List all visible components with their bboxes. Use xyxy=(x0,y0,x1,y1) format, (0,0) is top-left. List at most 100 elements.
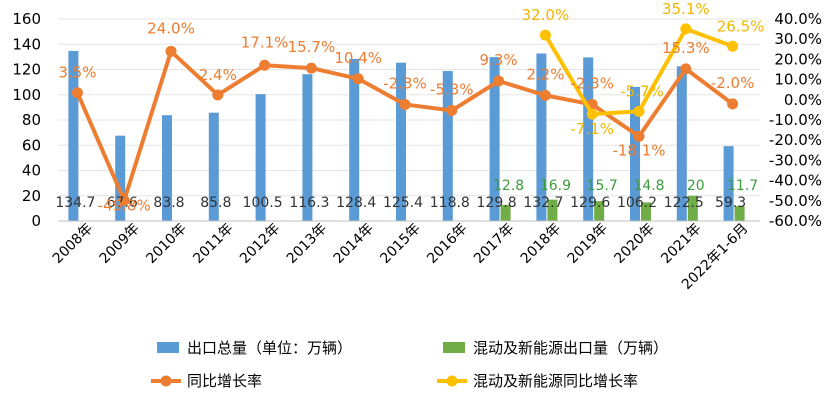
data-label-total: 128.4 xyxy=(336,195,376,211)
data-label-growth: 3.5% xyxy=(58,64,96,82)
y-tick-label: 100 xyxy=(12,86,41,104)
growth-point xyxy=(680,63,692,75)
data-label-total: 129.8 xyxy=(477,195,517,211)
growth-point xyxy=(259,59,271,71)
data-label-growth: -2.3% xyxy=(383,74,427,92)
labels-layer: 134.7 67.6 83.8 85.8 100.5 116.3 128.4 125.4 118… xyxy=(55,0,764,214)
growth-point xyxy=(539,89,551,101)
data-label-growth: 9.3% xyxy=(480,51,518,69)
data-label-nev-growth: -5.7% xyxy=(620,82,664,100)
y2-tick-label: -10.0% xyxy=(769,111,822,129)
y-tick-label: 80 xyxy=(22,111,41,129)
bar-total-exports xyxy=(115,135,126,221)
y2-tick-label: 40.0% xyxy=(774,10,822,28)
data-label-growth: 24.0% xyxy=(147,19,195,37)
y2-tick-label: -60.0% xyxy=(769,212,822,230)
nev-growth-point xyxy=(633,105,645,117)
growth-point xyxy=(118,194,130,206)
data-label-growth: -5.3% xyxy=(430,81,474,99)
nev-growth-point xyxy=(586,108,598,120)
grid-layer xyxy=(58,18,760,222)
data-label-growth: -18.1% xyxy=(612,141,665,159)
y2-tick-label: -50.0% xyxy=(769,192,822,210)
data-label-total: 125.4 xyxy=(383,195,423,211)
data-label-growth: -2.0% xyxy=(711,74,755,92)
bar-nev-exports xyxy=(687,195,698,221)
x-tick-label: 2020年 xyxy=(611,221,657,267)
data-label-nev-growth: 26.5% xyxy=(717,17,765,35)
data-label-nev-growth: 35.1% xyxy=(662,0,710,18)
legend-label: 同比增长率 xyxy=(187,372,262,390)
data-label-nev: 20 xyxy=(687,178,705,194)
data-label-total: 59.3 xyxy=(715,195,746,211)
growth-point xyxy=(493,75,505,87)
x-tick-label: 2011年 xyxy=(190,221,236,267)
bar-nev-exports xyxy=(547,199,558,221)
growth-point xyxy=(633,130,645,142)
y-tick-label: 40 xyxy=(22,162,41,180)
growth-point xyxy=(212,89,224,101)
legend-label: 混动及新能源出口量（万辆） xyxy=(473,339,668,357)
x-tick-label: 2009年 xyxy=(97,221,143,267)
y-tick-label: 160 xyxy=(12,10,41,28)
data-label-total: 116.3 xyxy=(289,195,329,211)
bar-total-exports xyxy=(489,57,500,221)
data-label-growth: 15.3% xyxy=(662,39,710,57)
growth-point xyxy=(305,62,317,74)
data-label-growth: 2.2% xyxy=(526,65,564,83)
y2-tick-label: 0.0% xyxy=(784,91,822,109)
bar-total-exports xyxy=(302,74,313,221)
x-tick-label: 2019年 xyxy=(565,221,611,267)
data-label-nev: 14.8 xyxy=(633,178,664,194)
legend-label: 出口总量（单位：万辆） xyxy=(187,339,352,357)
bar-nev-exports xyxy=(500,204,511,221)
bar-total-exports xyxy=(630,86,640,221)
legend-label: 混动及新能源同比增长率 xyxy=(473,372,638,390)
growth-point xyxy=(399,98,411,110)
y-tick-label: 140 xyxy=(12,35,41,53)
x-tick-label: 2014年 xyxy=(331,221,377,267)
nev-growth-point xyxy=(539,29,551,41)
x-tick-label: 2008年 xyxy=(50,221,96,267)
data-label-growth: -2.3% xyxy=(570,74,614,92)
nev-growth-point xyxy=(680,23,692,35)
data-label-growth: 15.7% xyxy=(288,38,336,56)
data-label-nev: 11.7 xyxy=(727,178,758,194)
data-label-growth: 17.1% xyxy=(241,33,289,51)
y-tick-label: 20 xyxy=(22,187,41,205)
nev-growth-point xyxy=(727,40,739,52)
y-tick-label: 60 xyxy=(22,136,41,154)
y2-tick-label: 20.0% xyxy=(774,50,822,68)
data-label-total: 134.7 xyxy=(55,195,95,211)
x-tick-label: 2016年 xyxy=(424,221,470,267)
y2-tick-label: -20.0% xyxy=(769,131,822,149)
y2-tick-label: 30.0% xyxy=(774,30,822,48)
data-label-nev-growth: 32.0% xyxy=(522,6,570,24)
bar-total-exports xyxy=(536,53,547,222)
legend-swatch-marker xyxy=(160,375,172,387)
legend-swatch-marker xyxy=(446,375,458,387)
data-label-nev: 16.9 xyxy=(540,178,571,194)
growth-point xyxy=(727,98,739,110)
data-label-nev: 12.8 xyxy=(493,178,524,194)
x-tick-label: 2012年 xyxy=(237,221,283,267)
bar-nev-exports xyxy=(734,206,745,221)
bar-total-exports xyxy=(442,71,453,221)
x-tick-label: 2018年 xyxy=(518,221,564,267)
x-tick-label: 2010年 xyxy=(143,221,189,267)
growth-point xyxy=(165,45,177,57)
data-label-total: 118.8 xyxy=(430,195,470,211)
legend: 出口总量（单位：万辆） 混动及新能源出口量（万辆） 同比增长率 混动及新能源同比增长率 xyxy=(151,339,668,390)
x-tick-label: 2015年 xyxy=(377,221,423,267)
data-label-total: 83.8 xyxy=(153,195,184,211)
data-label-nev: 15.7 xyxy=(587,178,618,194)
y2-tick-label: -30.0% xyxy=(769,151,822,169)
y-tick-label: 0 xyxy=(31,212,41,230)
x-tick-label: 2021年 xyxy=(658,221,704,267)
data-label-nev-growth: -7.1% xyxy=(570,120,614,138)
data-label-growth: -49.8% xyxy=(98,196,151,214)
legend-swatch xyxy=(443,342,465,353)
y-tick-label: 120 xyxy=(12,61,41,79)
data-label-total: 106.2 xyxy=(617,195,657,211)
